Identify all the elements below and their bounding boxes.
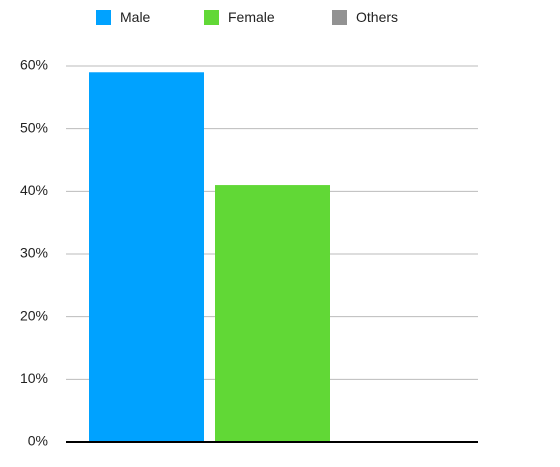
legend-swatch <box>96 10 111 25</box>
legend-label: Others <box>356 9 398 25</box>
legend-swatch <box>332 10 347 25</box>
y-tick-label: 60% <box>20 57 48 73</box>
y-tick-label: 30% <box>20 245 48 261</box>
legend-label: Male <box>120 9 151 25</box>
y-tick-label: 50% <box>20 119 48 135</box>
legend-label: Female <box>228 9 275 25</box>
y-tick-label: 10% <box>20 370 48 386</box>
legend-swatch <box>204 10 219 25</box>
bar <box>89 72 204 443</box>
y-tick-label: 0% <box>28 433 48 449</box>
y-tick-label: 20% <box>20 307 48 323</box>
bar <box>215 185 330 443</box>
y-tick-label: 40% <box>20 182 48 198</box>
